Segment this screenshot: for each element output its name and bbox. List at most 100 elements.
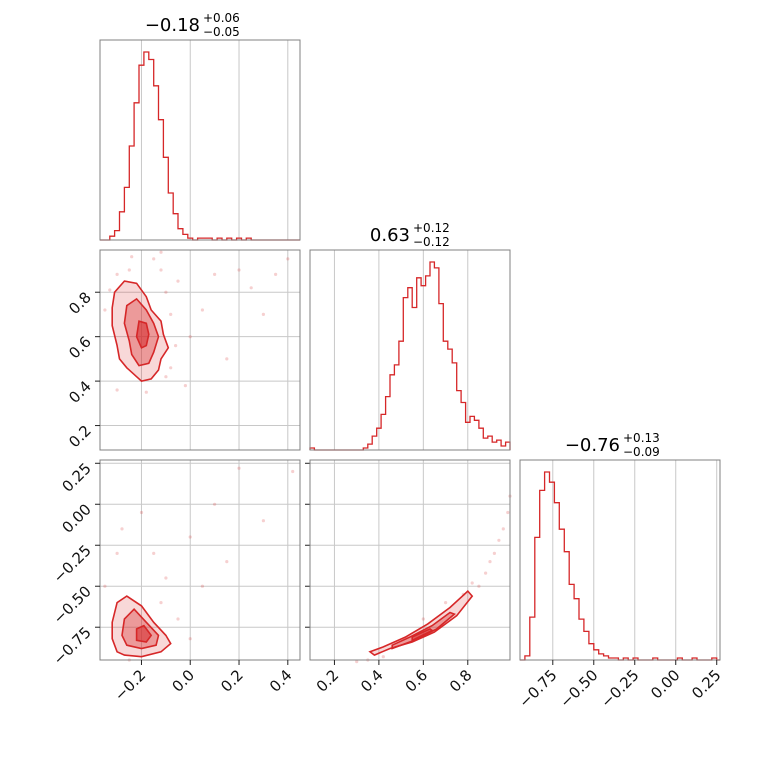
param-1-median: 0.63 bbox=[370, 225, 410, 246]
sample-point-0-2-15 bbox=[188, 637, 192, 641]
sample-point-0-1-13 bbox=[237, 268, 241, 272]
x-tick-label-p2-1: −0.50 bbox=[556, 666, 601, 711]
sample-point-0-1-24 bbox=[261, 312, 265, 316]
x-tick-label-p2-3: 0.00 bbox=[647, 666, 683, 702]
sample-point-0-1-2 bbox=[115, 272, 119, 276]
sample-point-0-2-6 bbox=[188, 535, 192, 539]
sample-point-0-1-3 bbox=[127, 268, 131, 272]
sample-point-0-1-4 bbox=[152, 257, 156, 261]
y-tick-label-p1-3: 0.8 bbox=[65, 288, 95, 318]
sample-point-0-1-17 bbox=[183, 384, 187, 388]
sample-point-1-2-12 bbox=[444, 601, 448, 605]
param-1-upper-error: +0.12 bbox=[413, 221, 450, 235]
sample-point-0-1-9 bbox=[164, 375, 168, 379]
param-0-upper-error: +0.06 bbox=[203, 11, 240, 25]
y-tick-label-p1-1: 0.4 bbox=[65, 377, 95, 407]
sample-point-0-1-5 bbox=[159, 250, 163, 254]
sample-point-0-2-16 bbox=[159, 601, 163, 605]
sample-point-1-2-1 bbox=[484, 571, 488, 575]
sample-point-0-2-12 bbox=[200, 584, 204, 588]
sample-point-0-1-16 bbox=[188, 335, 192, 339]
sample-point-0-1-19 bbox=[144, 390, 148, 394]
sample-point-0-2-4 bbox=[152, 551, 156, 556]
panel-hist-0 bbox=[99, 39, 301, 241]
sample-point-0-1-7 bbox=[174, 344, 178, 348]
sample-point-0-2-11 bbox=[176, 617, 180, 621]
sample-point-0-2-9 bbox=[261, 519, 265, 523]
x-tick-label-p1-1: 0.4 bbox=[357, 666, 387, 696]
contour-level-3-1-2 bbox=[411, 627, 434, 642]
sample-point-0-1-21 bbox=[286, 257, 290, 261]
sample-point-0-1-12 bbox=[213, 272, 217, 276]
contour-level-3-0-1 bbox=[135, 320, 150, 349]
panel-joint-0-2: −0.75−0.50−0.25 0.00 0.25 −0.2 0.0 0.2 0.4 bbox=[50, 459, 301, 705]
sample-point-0-1-8 bbox=[169, 366, 173, 370]
y-tick-label-p2-0: −0.75 bbox=[50, 623, 95, 668]
x-tick-label-p2-4: 0.25 bbox=[688, 666, 724, 702]
sample-point-0-1-1 bbox=[108, 288, 112, 292]
x-tick-label-p2-0: −0.75 bbox=[515, 666, 560, 711]
sample-point-0-2-5 bbox=[164, 576, 168, 580]
sample-point-0-2-3 bbox=[139, 510, 144, 515]
sample-point-1-2-0 bbox=[477, 584, 481, 588]
x-tick-label-p1-3: 0.8 bbox=[446, 666, 476, 696]
sample-point-0-1-23 bbox=[225, 357, 229, 361]
sample-point-0-1-0 bbox=[103, 308, 107, 312]
contour-level-2-1-2 bbox=[391, 611, 456, 650]
sample-point-0-2-1 bbox=[115, 551, 119, 556]
panel-hist-1 bbox=[309, 249, 511, 451]
sample-point-1-2-2 bbox=[488, 560, 492, 564]
param-0-lower-error: −0.05 bbox=[203, 25, 240, 39]
sample-point-1-2-6 bbox=[506, 510, 510, 515]
param-0-title: −0.18 bbox=[145, 15, 200, 36]
x-tick-label-p2-2: −0.25 bbox=[597, 666, 642, 711]
param-2-title: −0.76 bbox=[565, 435, 620, 456]
y-tick-label-p2-4: 0.25 bbox=[58, 459, 94, 495]
y-tick-label-p2-3: 0.00 bbox=[58, 500, 94, 536]
param-2-lower-error: −0.09 bbox=[623, 445, 660, 459]
sample-point-0-1-15 bbox=[274, 272, 278, 276]
sample-point-1-2-11 bbox=[421, 617, 425, 621]
x-tick-label-p1-0: 0.2 bbox=[313, 666, 343, 696]
param-0-median: −0.18 bbox=[145, 15, 200, 36]
histogram-p2 bbox=[520, 471, 720, 661]
x-tick-label-p1-2: 0.6 bbox=[402, 666, 432, 696]
sample-point-1-2-9 bbox=[355, 660, 359, 664]
param-2-median: −0.76 bbox=[565, 435, 620, 456]
y-tick-label-p1-0: 0.2 bbox=[65, 422, 95, 452]
sample-point-1-2-10 bbox=[381, 655, 385, 659]
panel-joint-0-1: 0.2 0.4 0.6 0.8 bbox=[65, 249, 301, 452]
sample-point-1-2-5 bbox=[501, 527, 505, 531]
y-tick-label-p1-2: 0.6 bbox=[65, 333, 95, 363]
sample-point-0-2-8 bbox=[237, 466, 241, 470]
param-1-title: 0.63 bbox=[370, 225, 410, 246]
sample-point-0-1-22 bbox=[130, 255, 134, 259]
sample-point-0-1-11 bbox=[200, 308, 204, 312]
sample-point-1-2-4 bbox=[497, 538, 501, 542]
x-tick-label-p0-3: 0.4 bbox=[266, 666, 296, 696]
sample-point-0-1-14 bbox=[249, 286, 253, 290]
sample-point-0-1-6 bbox=[164, 290, 168, 294]
x-tick-label-p0-0: −0.2 bbox=[111, 666, 149, 704]
sample-point-0-2-2 bbox=[120, 527, 124, 531]
sample-point-0-1-20 bbox=[159, 268, 163, 272]
sample-point-0-2-13 bbox=[225, 560, 229, 564]
param-2-upper-error: +0.13 bbox=[623, 431, 660, 445]
y-tick-label-p2-2: −0.25 bbox=[50, 541, 95, 586]
sample-point-0-2-10 bbox=[291, 469, 295, 474]
sample-point-1-2-14 bbox=[470, 581, 474, 585]
param-1-lower-error: −0.12 bbox=[413, 235, 450, 249]
histogram-p0 bbox=[100, 51, 300, 241]
sample-point-0-2-7 bbox=[213, 502, 217, 506]
panel-hist-2: −0.75−0.50−0.25 0.00 0.25 bbox=[515, 459, 725, 711]
panel-joint-1-2: 0.2 0.4 0.6 0.8 bbox=[305, 459, 512, 696]
sample-point-1-2-3 bbox=[492, 551, 496, 556]
y-tick-label-p2-1: −0.50 bbox=[50, 582, 95, 627]
x-tick-label-p0-1: 0.0 bbox=[168, 666, 198, 696]
sample-point-0-1-10 bbox=[176, 279, 180, 283]
sample-point-0-1-25 bbox=[169, 312, 173, 316]
x-tick-label-p0-2: 0.2 bbox=[217, 666, 247, 696]
sample-point-0-2-0 bbox=[103, 584, 107, 588]
sample-point-0-1-18 bbox=[115, 388, 119, 392]
